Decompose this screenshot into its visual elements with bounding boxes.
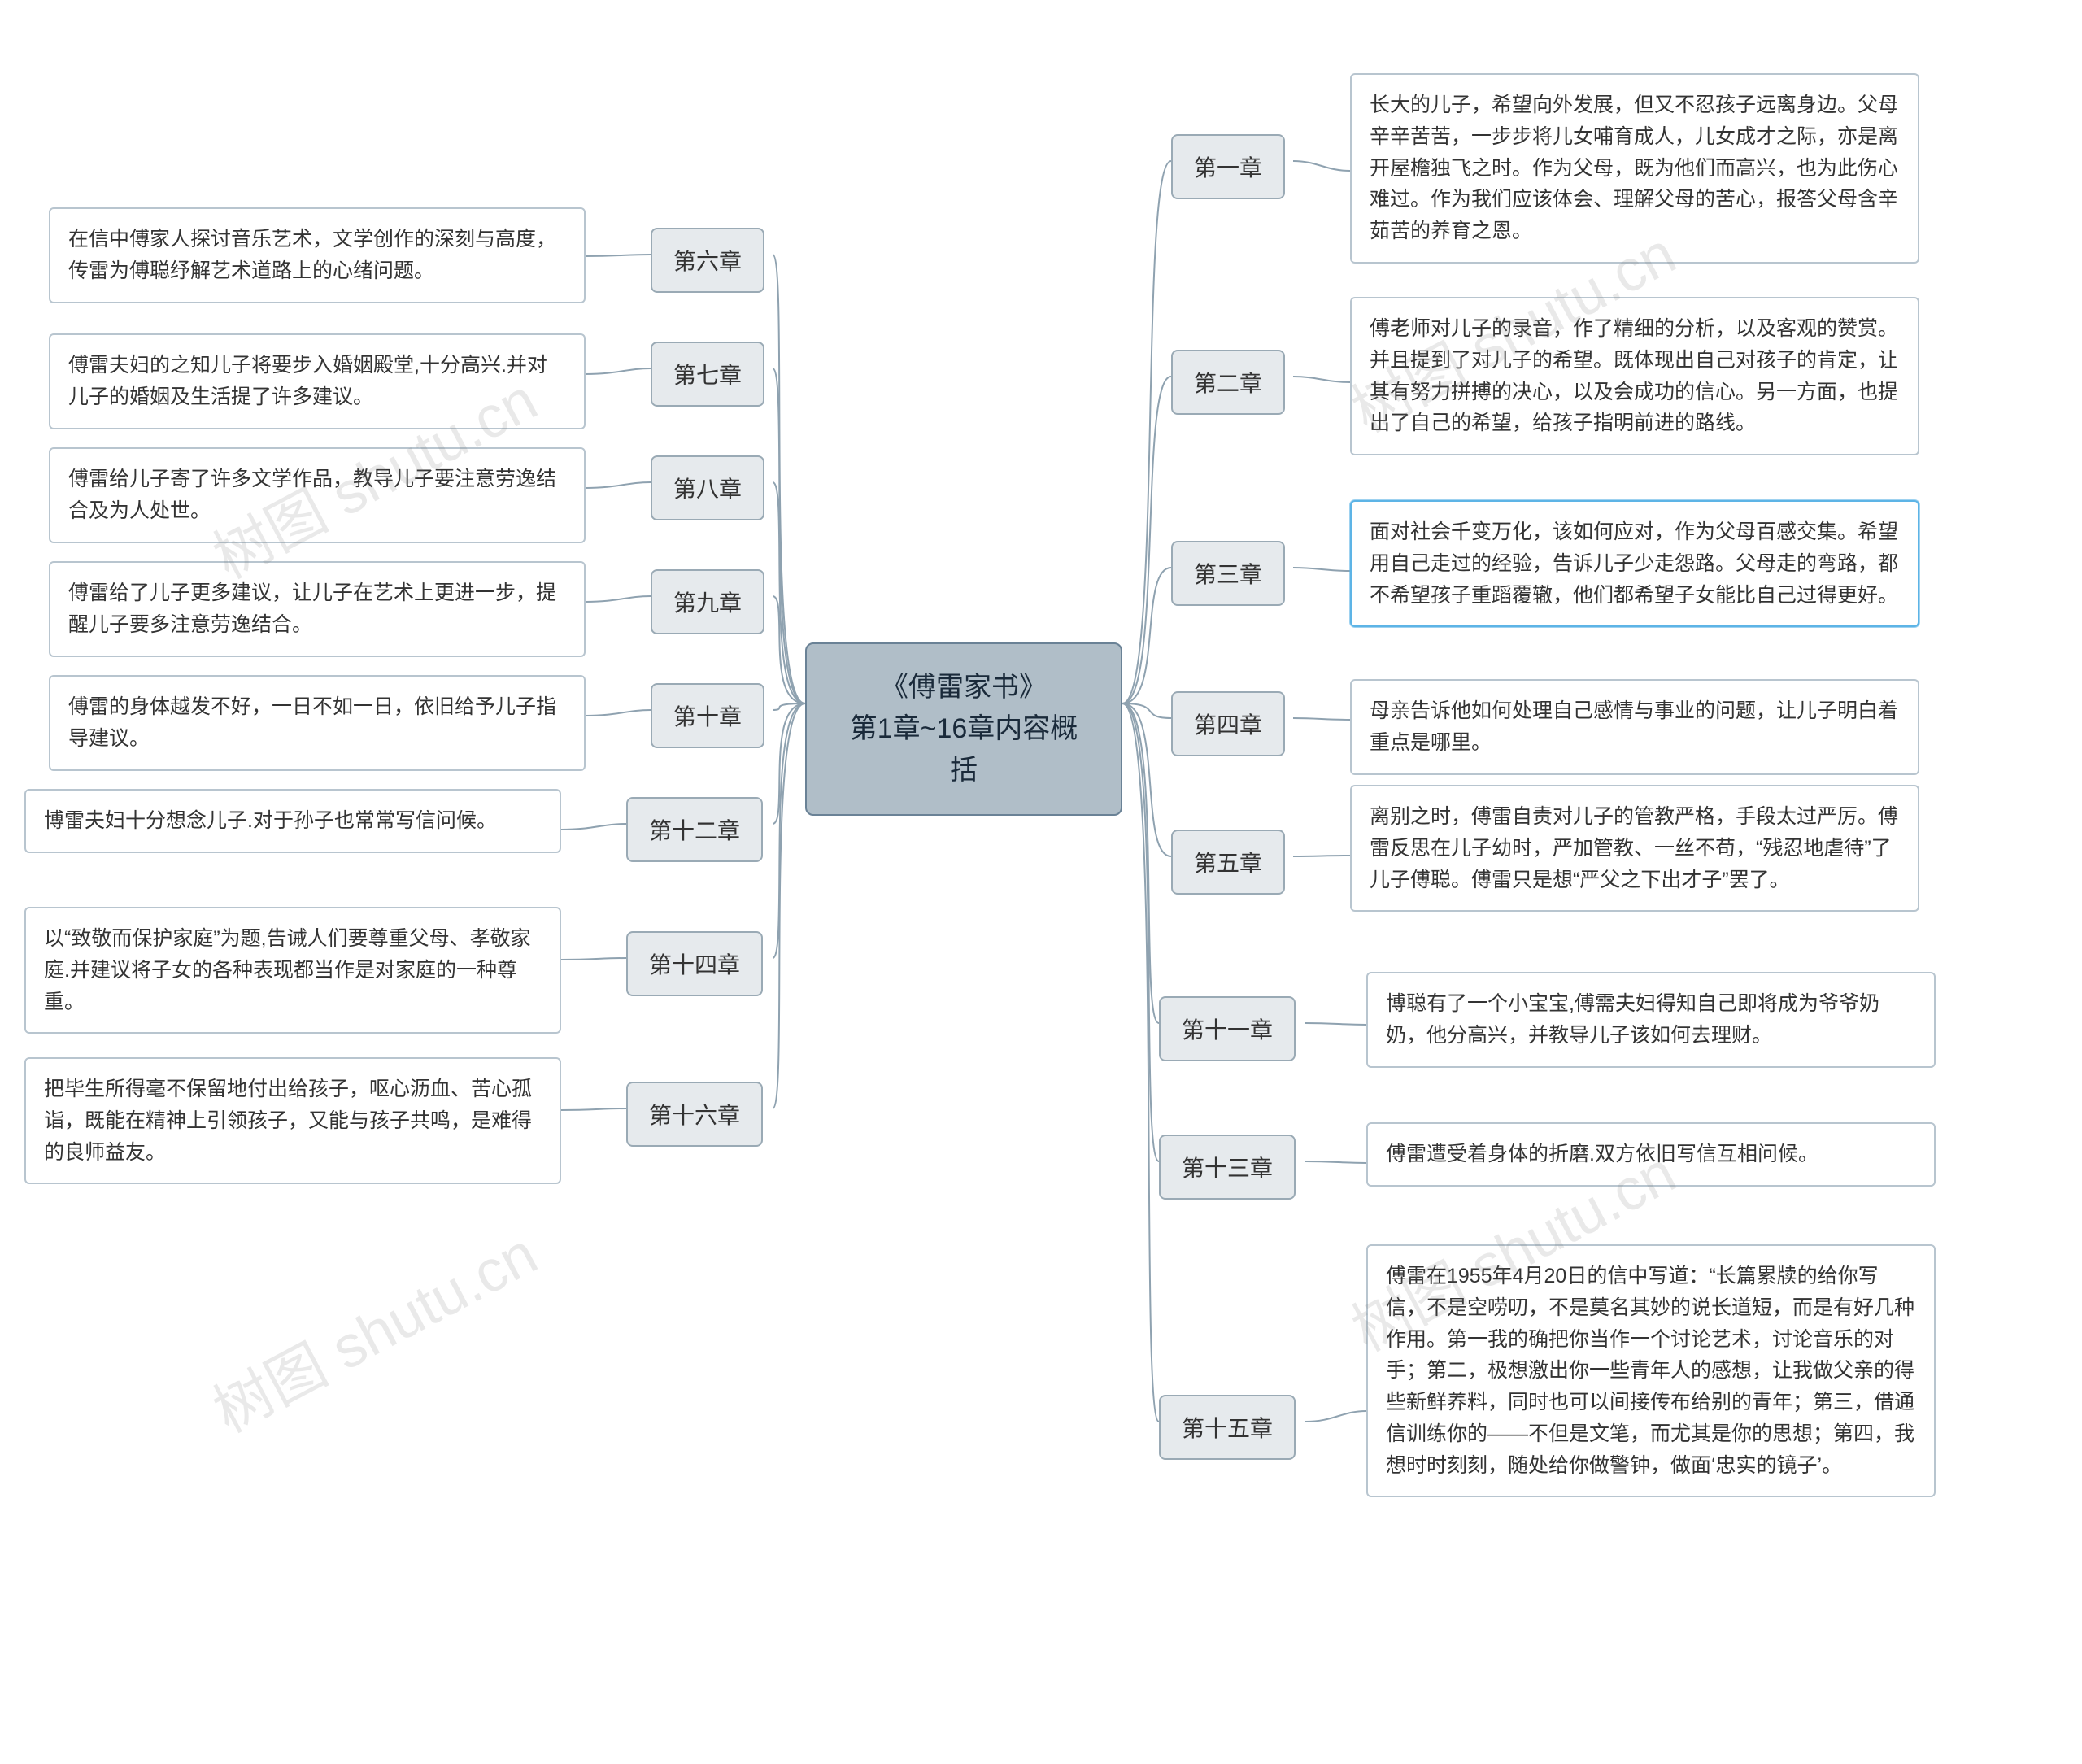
chapter-11-content: 博聪有了一个小宝宝,傅需夫妇得知自己即将成为爷爷奶奶，他分高兴，并教导儿子该如何… <box>1366 972 1936 1068</box>
chapter-15-content: 傅雷在1955年4月20日的信中写道：“长篇累牍的给你写信，不是空唠叨，不是莫名… <box>1366 1244 1936 1497</box>
chapter-12-content: 博雷夫妇十分想念儿子.对于孙子也常常写信问候。 <box>24 789 561 853</box>
chapter-5[interactable]: 第五章 <box>1171 830 1285 895</box>
chapter-3[interactable]: 第三章 <box>1171 541 1285 606</box>
chapter-4-content: 母亲告诉他如何处理自己感情与事业的问题，让儿子明白着重点是哪里。 <box>1350 679 1919 775</box>
chapter-6[interactable]: 第六章 <box>651 228 764 293</box>
chapter-16[interactable]: 第十六章 <box>626 1082 763 1147</box>
chapter-12[interactable]: 第十二章 <box>626 797 763 862</box>
chapter-7-content: 傅雷夫妇的之知儿子将要步入婚姻殿堂,十分高兴.并对儿子的婚姻及生活提了许多建议。 <box>49 333 586 429</box>
chapter-9-content: 傅雷给了儿子更多建议，让儿子在艺术上更进一步，提醒儿子要多注意劳逸结合。 <box>49 561 586 657</box>
chapter-6-content: 在信中傅家人探讨音乐艺术，文学创作的深刻与高度，传雷为傅聪纾解艺术道路上的心绪问… <box>49 207 586 303</box>
chapter-13[interactable]: 第十三章 <box>1159 1135 1296 1200</box>
chapter-9[interactable]: 第九章 <box>651 569 764 634</box>
mindmap-canvas: 《傅雷家书》 第1章~16章内容概括 第六章 在信中傅家人探讨音乐艺术，文学创作… <box>0 0 2082 1764</box>
chapter-14-content: 以“致敬而保护家庭”为题,告诫人们要尊重父母、孝敬家庭.并建议将子女的各种表现都… <box>24 907 561 1034</box>
chapter-2-content: 傅老师对儿子的录音，作了精细的分析，以及客观的赞赏。并且提到了对儿子的希望。既体… <box>1350 297 1919 455</box>
chapter-1[interactable]: 第一章 <box>1171 134 1285 199</box>
chapter-8-content: 傅雷给儿子寄了许多文学作品，教导儿子要注意劳逸结合及为人处世。 <box>49 447 586 543</box>
chapter-11[interactable]: 第十一章 <box>1159 996 1296 1061</box>
chapter-15[interactable]: 第十五章 <box>1159 1395 1296 1460</box>
chapter-14[interactable]: 第十四章 <box>626 931 763 996</box>
watermark: 树图 shutu.cn <box>196 1207 549 1448</box>
chapter-1-content: 长大的儿子，希望向外发展，但又不忍孩子远离身边。父母辛辛苦苦，一步步将儿女哺育成… <box>1350 73 1919 264</box>
chapter-13-content: 傅雷遭受着身体的折磨.双方依旧写信互相问候。 <box>1366 1122 1936 1187</box>
chapter-5-content: 离别之时，傅雷自责对儿子的管教严格，手段太过严厉。傅雷反思在儿子幼时，严加管教、… <box>1350 785 1919 912</box>
chapter-10[interactable]: 第十章 <box>651 683 764 748</box>
chapter-10-content: 傅雷的身体越发不好，一日不如一日，依旧给予儿子指导建议。 <box>49 675 586 771</box>
chapter-8[interactable]: 第八章 <box>651 455 764 520</box>
chapter-7[interactable]: 第七章 <box>651 342 764 407</box>
chapter-16-content: 把毕生所得毫不保留地付出给孩子，呕心沥血、苦心孤诣，既能在精神上引领孩子，又能与… <box>24 1057 561 1184</box>
chapter-4[interactable]: 第四章 <box>1171 691 1285 756</box>
chapter-2[interactable]: 第二章 <box>1171 350 1285 415</box>
center-node[interactable]: 《傅雷家书》 第1章~16章内容概括 <box>805 642 1122 816</box>
chapter-3-content: 面对社会千变万化，该如何应对，作为父母百感交集。希望用自己走过的经验，告诉儿子少… <box>1350 500 1919 627</box>
